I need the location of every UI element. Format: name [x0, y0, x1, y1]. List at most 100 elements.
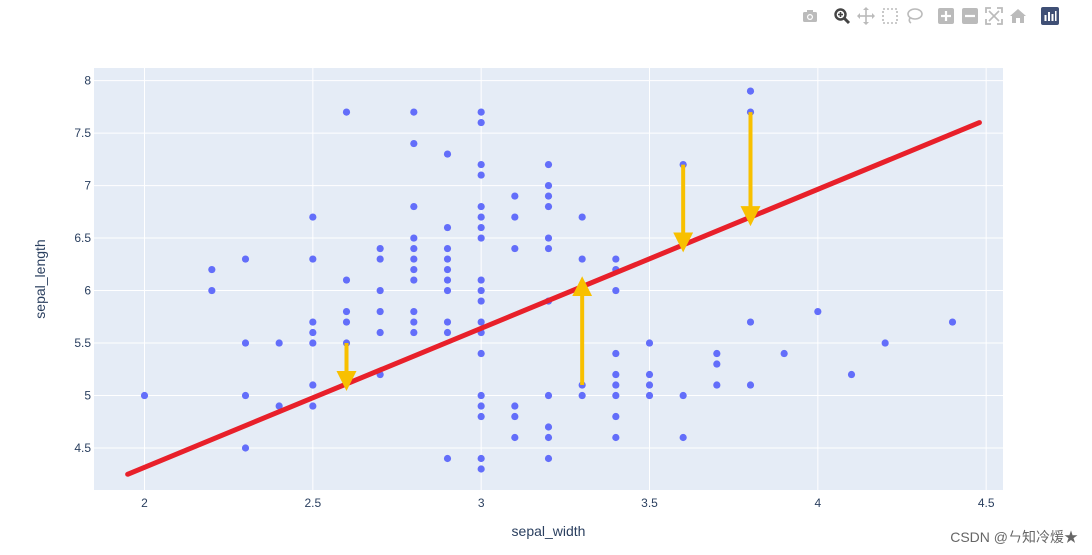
data-point	[309, 255, 317, 263]
data-point	[544, 391, 553, 400]
data-point	[847, 370, 856, 379]
data-point	[477, 318, 485, 326]
y-tick-label: 7.5	[74, 126, 91, 140]
x-tick-label: 2	[141, 496, 148, 510]
data-point	[477, 402, 485, 410]
regression-line	[125, 120, 982, 477]
zoom-out-icon	[962, 8, 978, 24]
data-point	[410, 276, 418, 284]
data-point	[208, 265, 216, 274]
data-point	[241, 255, 250, 263]
data-point	[241, 444, 250, 452]
data-point	[511, 433, 519, 442]
data-point	[410, 108, 418, 116]
data-point	[376, 244, 384, 253]
zoom-in-button[interactable]	[934, 5, 958, 27]
data-point	[443, 265, 452, 274]
data-point	[511, 402, 519, 410]
zoom-in-icon	[938, 8, 954, 24]
data-point	[342, 318, 351, 326]
data-point	[410, 234, 418, 242]
data-point	[342, 276, 351, 284]
data-point	[376, 255, 384, 263]
data-point	[275, 402, 283, 410]
x-axis-title: sepal_width	[512, 523, 586, 539]
data-point	[275, 339, 283, 347]
x-tick-label: 2.5	[304, 496, 321, 510]
data-point	[578, 213, 586, 221]
data-point	[309, 402, 317, 410]
data-point	[511, 192, 519, 200]
box-select-button[interactable]	[878, 5, 902, 27]
data-point	[746, 318, 755, 326]
data-point	[679, 433, 687, 442]
data-point	[612, 255, 620, 263]
data-point	[477, 465, 485, 473]
data-point	[376, 328, 384, 337]
data-point	[410, 307, 418, 316]
data-point	[746, 381, 755, 389]
download-png-button[interactable]	[798, 5, 822, 27]
autoscale-button[interactable]	[982, 5, 1006, 27]
data-point	[443, 244, 452, 253]
data-point	[645, 339, 654, 347]
data-point	[713, 360, 721, 368]
y-tick-label: 4.5	[74, 441, 91, 455]
data-point	[477, 276, 485, 284]
data-point	[443, 150, 452, 158]
data-point	[511, 244, 519, 253]
data-point	[948, 318, 957, 326]
data-point	[612, 286, 620, 295]
data-point	[544, 234, 553, 242]
data-point	[881, 339, 889, 347]
data-point	[477, 223, 485, 232]
data-point	[544, 181, 553, 190]
pan-button[interactable]	[854, 5, 878, 27]
data-point	[309, 328, 317, 337]
data-point	[679, 391, 687, 400]
plotly-logo-button[interactable]	[1038, 5, 1062, 27]
data-point	[443, 328, 452, 337]
data-point	[477, 349, 485, 358]
reset-axes-button[interactable]	[1006, 5, 1030, 27]
data-point	[780, 349, 788, 358]
data-point	[645, 381, 654, 389]
data-point	[443, 318, 452, 326]
data-point	[612, 391, 620, 400]
box-select-icon	[882, 8, 898, 24]
data-point	[309, 213, 317, 221]
y-tick-label: 5.5	[74, 336, 91, 350]
y-tick-label: 6.5	[74, 231, 91, 245]
watermark: CSDN @ㄣ知冷煖★	[950, 529, 1078, 545]
data-point	[544, 433, 553, 442]
data-point	[410, 265, 418, 274]
zoom-out-button[interactable]	[958, 5, 982, 27]
data-point	[477, 108, 485, 116]
x-tick-label: 3.5	[641, 496, 658, 510]
lasso-select-icon	[907, 8, 923, 24]
data-point	[612, 370, 620, 379]
lasso-select-button[interactable]	[902, 5, 926, 27]
data-point	[544, 160, 553, 169]
data-point	[612, 412, 620, 421]
data-point	[208, 286, 216, 295]
data-point	[612, 433, 620, 442]
data-point	[477, 234, 485, 242]
y-axis-title: sepal_length	[32, 239, 48, 318]
data-point	[477, 202, 485, 211]
data-point	[140, 391, 149, 400]
data-point	[376, 307, 384, 316]
camera-icon	[803, 10, 817, 22]
data-point	[241, 391, 250, 400]
data-point	[477, 160, 485, 169]
data-point	[477, 412, 485, 421]
data-point	[443, 454, 452, 463]
data-point	[713, 349, 721, 358]
data-point	[544, 454, 553, 463]
data-point	[511, 213, 519, 221]
plotly-logo-icon	[1041, 7, 1059, 25]
zoom-button[interactable]	[830, 5, 854, 27]
data-point	[309, 339, 317, 347]
x-tick-label: 3	[478, 496, 485, 510]
